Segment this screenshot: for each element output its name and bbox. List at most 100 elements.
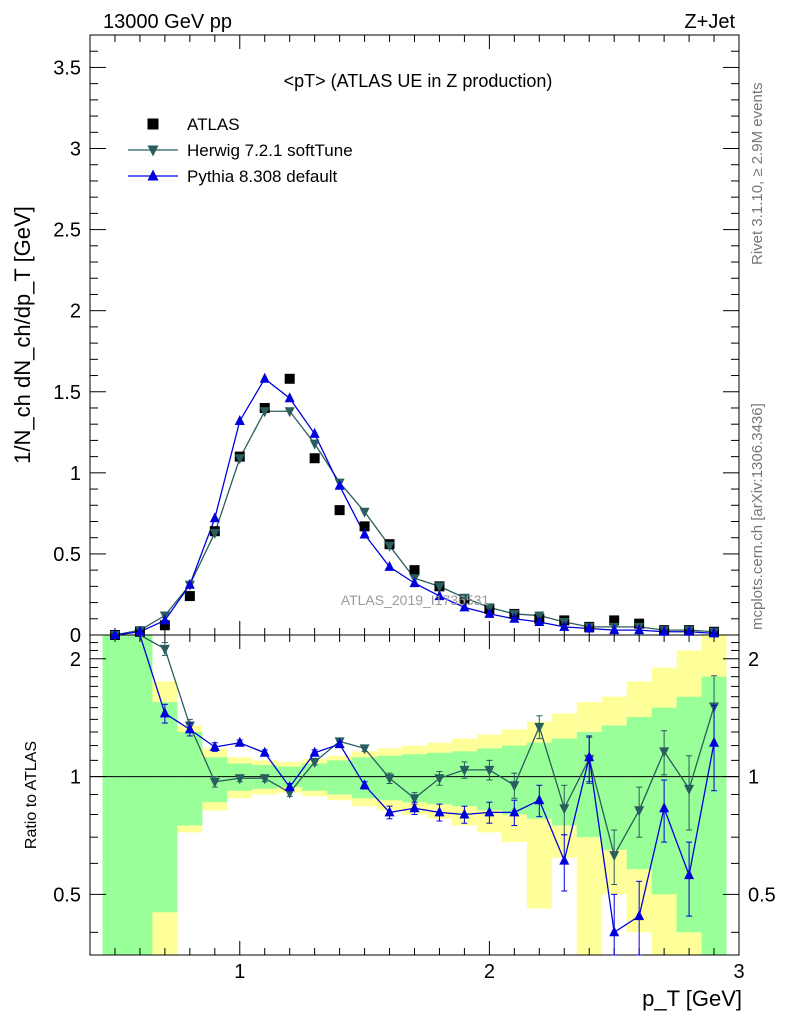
ratio-point-triangle-down	[684, 784, 695, 795]
ratio-point-triangle-down	[559, 804, 570, 815]
ratio-y-tick-label-right: 2	[748, 649, 759, 671]
band-inner-bin	[302, 763, 328, 791]
x-tick-label: 1	[234, 961, 245, 983]
data-point-triangle-down	[384, 541, 395, 552]
data-point-triangle-up	[159, 614, 170, 625]
ratio-y-tick-label: 1	[70, 767, 81, 789]
ratio-point-triangle-down	[609, 851, 620, 862]
y-tick-label: 1	[70, 463, 81, 485]
data-point-triangle-up	[609, 624, 620, 635]
side-text-mcplots: mcplots.cern.ch [arXiv:1306.3436]	[749, 403, 766, 630]
ratio-point-triangle-up	[334, 738, 345, 749]
header-right: Z+Jet	[684, 11, 735, 33]
legend-marker	[147, 169, 159, 181]
data-point-triangle-up	[134, 625, 145, 636]
x-tick-label: 2	[484, 961, 495, 983]
band-inner-bin	[352, 757, 378, 799]
data-point-triangle-up	[634, 624, 645, 635]
y-tick-label: 0.5	[53, 544, 81, 566]
data-point-triangle-up	[534, 616, 545, 627]
ratio-point-triangle-down	[634, 806, 645, 817]
data-point-square	[609, 615, 620, 626]
data-point-square	[284, 373, 295, 384]
side-text-rivet: Rivet 3.1.10, ≥ 2.9M events	[749, 83, 766, 266]
legend-marker	[147, 145, 159, 157]
y-tick-label: 0	[70, 625, 81, 647]
ratio-point-triangle-down	[159, 644, 170, 655]
data-point-square	[309, 453, 320, 464]
ratio-point-triangle-up	[384, 806, 395, 817]
data-point-triangle-up	[409, 577, 420, 588]
band-inner-bin	[152, 702, 178, 913]
ratio-point-triangle-up	[584, 751, 595, 762]
data-point-triangle-up	[659, 625, 670, 636]
plot-title: <pT> (ATLAS UE in Z production)	[284, 71, 553, 91]
y-tick-label: 1.5	[53, 382, 81, 404]
data-point-triangle-down	[259, 407, 270, 418]
ratio-point-triangle-up	[259, 746, 270, 757]
y-tick-label: 2.5	[53, 220, 81, 242]
band-inner-bin	[327, 760, 353, 795]
main-y-axis-label: 1/N_ch dN_ch/dp_T [GeV]	[10, 206, 35, 464]
data-point-square	[159, 620, 170, 631]
ratio-point-triangle-up	[359, 779, 370, 790]
ratio-point-triangle-up	[709, 736, 720, 747]
data-point-square	[334, 505, 345, 516]
ratio-point-triangle-up	[159, 707, 170, 718]
ratio-point-triangle-up	[484, 806, 495, 817]
analysis-watermark: ATLAS_2019_I1736531	[341, 592, 490, 608]
ratio-point-triangle-down	[434, 774, 445, 785]
ratio-y-tick-label-right: 0.5	[748, 884, 776, 906]
data-point-triangle-down	[434, 582, 445, 593]
ratio-line-1	[139, 634, 715, 934]
ratio-point-triangle-up	[309, 746, 320, 757]
ratio-point-triangle-up	[209, 741, 220, 751]
legend-label: ATLAS	[187, 115, 240, 134]
ratio-point-triangle-up	[409, 802, 420, 813]
ratio-point-triangle-up	[634, 910, 645, 921]
x-tick-label: 3	[733, 961, 744, 983]
ratio-y-tick-label-right: 1	[748, 767, 759, 789]
ratio-point-triangle-down	[309, 757, 320, 768]
ratio-point-triangle-down	[484, 765, 495, 776]
ratio-point-triangle-down	[259, 774, 270, 785]
ratio-point-triangle-up	[559, 854, 570, 865]
ratio-point-triangle-up	[509, 806, 520, 817]
data-point-triangle-up	[309, 427, 320, 438]
ratio-point-triangle-down	[534, 722, 545, 733]
data-point-triangle-up	[559, 620, 570, 631]
data-point-triangle-up	[459, 601, 470, 612]
data-point-triangle-down	[234, 454, 245, 465]
data-point-triangle-up	[484, 607, 495, 618]
data-point-triangle-up	[684, 625, 695, 636]
data-point-triangle-up	[359, 528, 370, 539]
legend-label: Pythia 8.308 default	[187, 167, 338, 186]
y-tick-label: 2	[70, 301, 81, 323]
data-point-triangle-down	[209, 528, 220, 539]
data-point-triangle-up	[184, 578, 195, 589]
data-point-triangle-up	[509, 612, 520, 623]
ratio-point-triangle-up	[284, 781, 295, 792]
ratio-point-triangle-up	[659, 802, 670, 813]
ratio-point-triangle-up	[184, 723, 195, 734]
x-axis-label: p_T [GeV]	[642, 986, 742, 1011]
ratio-point-triangle-up	[534, 794, 545, 805]
ratio-y-axis-label: Ratio to ATLAS	[23, 741, 40, 849]
data-point-triangle-up	[109, 629, 120, 639]
ratio-y-tick-label: 0.5	[53, 884, 81, 906]
ratio-point-triangle-down	[209, 777, 220, 788]
data-point-triangle-down	[309, 439, 320, 450]
legend-label: Herwig 7.2.1 softTune	[187, 141, 353, 160]
data-point-square	[359, 521, 370, 532]
data-point-triangle-up	[284, 392, 295, 403]
data-point-square	[184, 591, 195, 602]
data-point-triangle-down	[284, 407, 295, 418]
band-inner-bin	[102, 635, 128, 955]
ratio-point-triangle-up	[684, 869, 695, 880]
ratio-point-triangle-down	[384, 774, 395, 785]
ratio-y-tick-label: 2	[70, 649, 81, 671]
data-point-triangle-down	[459, 593, 470, 604]
ratio-point-triangle-down	[659, 747, 670, 758]
y-tick-label: 3	[70, 139, 81, 161]
